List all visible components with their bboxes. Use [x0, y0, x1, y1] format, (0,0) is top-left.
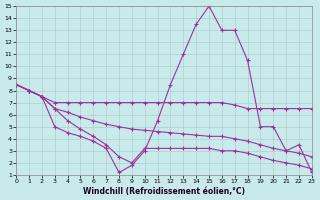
X-axis label: Windchill (Refroidissement éolien,°C): Windchill (Refroidissement éolien,°C): [83, 187, 245, 196]
